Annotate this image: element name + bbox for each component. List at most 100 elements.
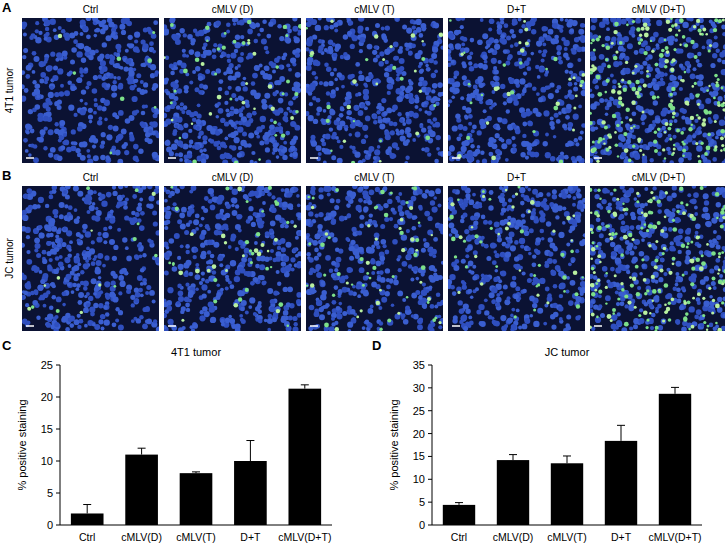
nucleus bbox=[349, 117, 353, 121]
nucleus bbox=[337, 140, 341, 144]
nucleus bbox=[354, 152, 360, 158]
nucleus bbox=[285, 35, 290, 40]
nucleus bbox=[573, 114, 579, 120]
nucleus bbox=[340, 107, 345, 112]
nucleus bbox=[541, 59, 545, 63]
nucleus bbox=[374, 45, 378, 49]
nucleus bbox=[290, 145, 296, 151]
nucleus bbox=[218, 108, 224, 114]
positive-cell bbox=[310, 51, 314, 55]
nucleus bbox=[382, 118, 387, 123]
nucleus bbox=[243, 86, 248, 91]
nucleus bbox=[461, 141, 466, 146]
nucleus bbox=[690, 73, 696, 79]
positive-cell bbox=[242, 101, 246, 105]
nucleus bbox=[412, 25, 416, 29]
nucleus bbox=[164, 113, 167, 118]
nucleus bbox=[84, 67, 88, 71]
positive-cell bbox=[253, 107, 256, 110]
column-label: Ctrl bbox=[83, 4, 99, 15]
positive-cell bbox=[173, 90, 176, 93]
nucleus bbox=[313, 119, 318, 124]
nucleus bbox=[183, 33, 187, 37]
nucleus bbox=[632, 100, 636, 104]
nucleus bbox=[461, 61, 466, 66]
nucleus bbox=[477, 93, 481, 97]
micrograph bbox=[164, 18, 301, 163]
nucleus bbox=[118, 133, 124, 139]
nucleus bbox=[562, 124, 567, 129]
nucleus bbox=[482, 33, 488, 39]
nucleus bbox=[349, 133, 353, 137]
nucleus bbox=[81, 89, 86, 94]
nucleus bbox=[35, 104, 41, 110]
nucleus bbox=[328, 40, 333, 45]
nucleus bbox=[569, 70, 573, 74]
nucleus bbox=[57, 68, 63, 74]
nucleus bbox=[309, 36, 313, 40]
nucleus bbox=[385, 60, 389, 64]
nucleus bbox=[318, 39, 322, 43]
positive-cell bbox=[258, 158, 261, 161]
nucleus bbox=[36, 95, 40, 99]
nucleus bbox=[80, 32, 84, 36]
nucleus bbox=[306, 22, 311, 28]
nucleus bbox=[39, 79, 44, 84]
nucleus bbox=[94, 103, 98, 107]
nucleus bbox=[660, 78, 664, 82]
positive-cell bbox=[233, 40, 237, 44]
nucleus bbox=[406, 28, 412, 34]
nucleus bbox=[378, 138, 383, 143]
nucleus bbox=[225, 108, 229, 112]
nucleus bbox=[525, 42, 530, 47]
nucleus bbox=[678, 158, 683, 163]
nucleus bbox=[312, 71, 317, 76]
nucleus bbox=[240, 52, 244, 56]
nucleus bbox=[277, 24, 282, 29]
nucleus bbox=[514, 79, 520, 85]
nucleus bbox=[182, 49, 186, 53]
positive-cell bbox=[525, 41, 529, 45]
positive-cell bbox=[433, 104, 436, 107]
nucleus bbox=[384, 131, 389, 136]
nucleus bbox=[169, 151, 174, 156]
nucleus bbox=[175, 124, 179, 128]
nucleus bbox=[24, 88, 29, 93]
nucleus bbox=[429, 131, 435, 137]
nucleus bbox=[164, 24, 167, 30]
nucleus bbox=[410, 19, 415, 24]
nucleus bbox=[148, 129, 152, 133]
nucleus bbox=[178, 152, 183, 157]
positive-cell bbox=[414, 70, 417, 73]
nucleus bbox=[714, 115, 718, 119]
nucleus bbox=[99, 117, 103, 121]
positive-cell bbox=[532, 130, 535, 133]
nucleus bbox=[561, 37, 565, 41]
nucleus bbox=[192, 70, 196, 74]
nucleus bbox=[179, 126, 184, 131]
nucleus bbox=[552, 23, 558, 29]
positive-cell bbox=[222, 46, 226, 50]
nucleus bbox=[599, 54, 605, 60]
nucleus bbox=[70, 60, 75, 65]
nucleus bbox=[420, 77, 424, 81]
nucleus bbox=[193, 111, 198, 116]
nucleus bbox=[231, 93, 236, 98]
nucleus bbox=[40, 129, 46, 135]
positive-cell bbox=[224, 32, 227, 35]
nucleus bbox=[721, 69, 725, 75]
nucleus bbox=[241, 42, 246, 47]
nucleus bbox=[115, 139, 119, 143]
nucleus bbox=[93, 75, 98, 80]
nucleus bbox=[306, 65, 312, 71]
nucleus bbox=[68, 105, 74, 111]
nucleus bbox=[407, 85, 413, 91]
nucleus bbox=[419, 69, 424, 74]
nucleus bbox=[262, 20, 267, 25]
nucleus bbox=[482, 159, 487, 163]
nucleus bbox=[478, 63, 484, 69]
nucleus bbox=[270, 119, 274, 123]
nucleus bbox=[25, 130, 29, 134]
nucleus bbox=[71, 47, 77, 53]
nucleus bbox=[66, 18, 70, 21]
